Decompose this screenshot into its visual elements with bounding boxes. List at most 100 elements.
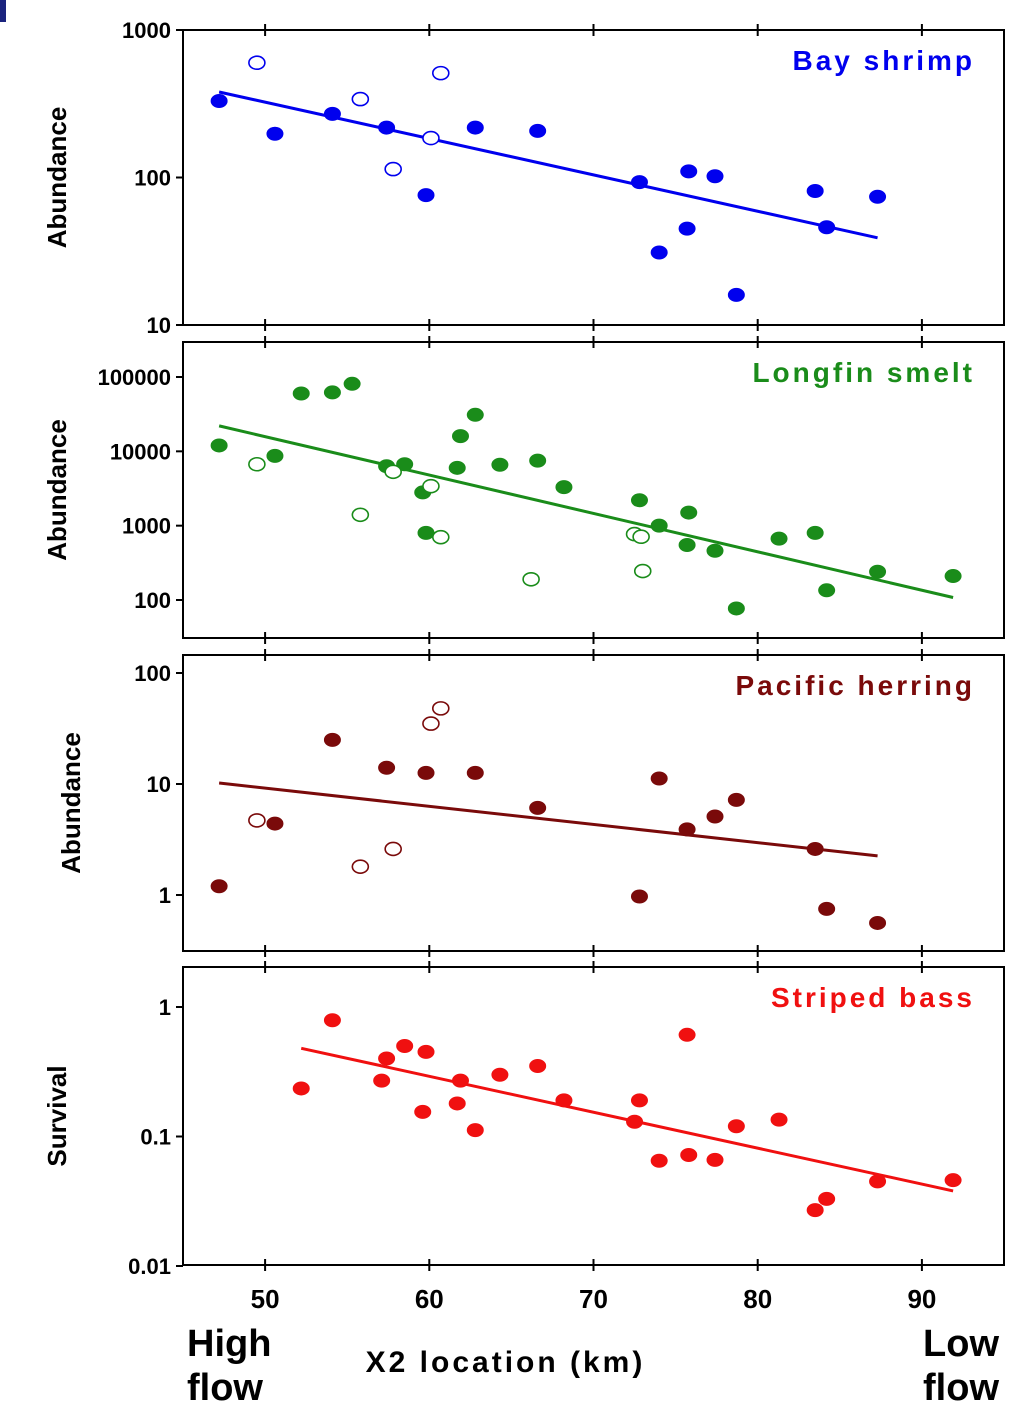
striped-bass-title: Striped bass: [771, 982, 975, 1013]
corner-mark: [0, 0, 6, 22]
longfin-smelt-open-point: [422, 478, 440, 494]
bay-shrimp-filled-point: [210, 94, 228, 109]
striped-bass-y-tick-label: 0.01: [128, 1254, 171, 1279]
bay-shrimp-filled-point: [323, 106, 341, 121]
striped-bass-filled-point: [680, 1147, 698, 1162]
striped-bass-filled-point: [323, 1013, 341, 1028]
low-flow-note-line1: Low: [923, 1323, 999, 1365]
pacific-herring-filled-point: [323, 732, 341, 747]
bay-shrimp-open-point: [248, 55, 266, 71]
bay-shrimp-y-tick-label: 100: [134, 166, 171, 191]
pacific-herring-filled-point: [818, 901, 836, 916]
longfin-smelt-y-tick-label: 100: [134, 588, 171, 613]
longfin-smelt-filled-point: [529, 453, 547, 468]
striped-bass-filled-point: [396, 1038, 414, 1053]
bay-shrimp-title: Bay shrimp: [793, 45, 976, 76]
bay-shrimp-filled-point: [806, 183, 824, 198]
longfin-smelt-filled-point: [343, 376, 361, 391]
bay-shrimp-panel: 1000 100 10 Abundance Bay shrimp: [42, 18, 1005, 338]
longfin-smelt-filled-point: [417, 525, 435, 540]
longfin-smelt-open-point: [248, 456, 266, 472]
bay-shrimp-filled-point: [266, 126, 284, 141]
striped-bass-filled-point: [417, 1044, 435, 1059]
pacific-herring-filled-point: [869, 915, 887, 930]
striped-bass-filled-point: [650, 1153, 668, 1168]
pacific-herring-y-tick-label: 100: [134, 661, 171, 686]
x-tick-label: 60: [415, 1284, 444, 1314]
longfin-smelt-title: Longfin smelt: [752, 357, 975, 388]
striped-bass-filled-point: [944, 1173, 962, 1188]
bay-shrimp-filled-point: [706, 169, 724, 184]
x-tick-label: 90: [907, 1284, 936, 1314]
striped-bass-filled-point: [806, 1203, 824, 1218]
pacific-herring-open-point: [384, 841, 402, 857]
longfin-smelt-y-tick-label: 1000: [122, 514, 171, 539]
longfin-smelt-filled-point: [630, 493, 648, 508]
longfin-smelt-filled-point: [678, 537, 696, 552]
bay-shrimp-open-point: [351, 91, 370, 107]
x-axis-title: X2 location (km): [365, 1346, 646, 1379]
striped-bass-panel: 1 0.1 0.01 Survival Striped bass: [42, 961, 1005, 1279]
longfin-smelt-filled-point: [818, 583, 836, 598]
pacific-herring-open-point: [422, 716, 440, 731]
striped-bass-filled-point: [451, 1073, 469, 1088]
striped-bass-filled-point: [678, 1027, 696, 1042]
striped-bass-y-axis-label: Survival: [42, 1065, 72, 1166]
striped-bass-filled-point: [727, 1119, 745, 1134]
longfin-smelt-filled-point: [555, 480, 573, 495]
pacific-herring-open-point: [248, 813, 266, 828]
striped-bass-filled-point: [529, 1059, 547, 1074]
pacific-herring-filled-point: [266, 816, 284, 831]
longfin-smelt-filled-point: [396, 457, 414, 472]
striped-bass-filled-point: [448, 1096, 466, 1111]
pacific-herring-filled-point: [529, 800, 547, 815]
longfin-smelt-y-tick-label: 10000: [110, 439, 171, 464]
longfin-smelt-filled-point: [680, 505, 698, 520]
longfin-smelt-open-point: [351, 507, 370, 523]
bay-shrimp-open-point: [422, 130, 440, 146]
pacific-herring-open-point: [431, 701, 450, 716]
longfin-smelt-open-point: [632, 529, 650, 545]
low-flow-note-line2: flow: [923, 1367, 999, 1409]
longfin-smelt-filled-point: [210, 438, 228, 453]
bay-shrimp-filled-point: [650, 245, 668, 260]
bay-shrimp-trend-line: [218, 90, 878, 240]
pacific-herring-y-tick-label: 1: [159, 883, 171, 908]
bay-shrimp-filled-point: [529, 123, 547, 138]
longfin-smelt-panel: 100000 10000 1000 100 Abundance Longfin smelt: [42, 336, 1005, 644]
striped-bass-filled-point: [818, 1191, 836, 1206]
longfin-smelt-filled-point: [448, 460, 466, 475]
longfin-smelt-open-point: [384, 464, 402, 480]
striped-bass-filled-point: [491, 1067, 509, 1082]
bay-shrimp-y-axis-label: Abundance: [42, 107, 72, 249]
bay-shrimp-filled-point: [630, 175, 648, 190]
pacific-herring-filled-point: [417, 765, 435, 780]
striped-bass-filled-point: [770, 1112, 788, 1127]
pacific-herring-filled-point: [378, 760, 396, 775]
longfin-smelt-open-point: [431, 529, 450, 545]
longfin-smelt-trend-line: [218, 424, 954, 599]
high-flow-note-line1: High: [187, 1323, 272, 1365]
longfin-smelt-filled-point: [266, 448, 284, 463]
pacific-herring-filled-point: [806, 841, 824, 856]
bay-shrimp-filled-point: [466, 120, 484, 135]
striped-bass-filled-point: [378, 1051, 396, 1066]
longfin-smelt-filled-point: [869, 564, 887, 579]
pacific-herring-open-point: [351, 859, 370, 874]
striped-bass-filled-point: [292, 1081, 310, 1096]
striped-bass-filled-point: [555, 1093, 573, 1108]
longfin-smelt-y-tick-label: 100000: [98, 365, 171, 390]
striped-bass-y-tick-label: 1: [159, 995, 171, 1020]
longfin-smelt-filled-point: [650, 518, 668, 533]
striped-bass-filled-point: [466, 1123, 484, 1138]
bay-shrimp-filled-point: [727, 287, 745, 302]
bay-shrimp-filled-point: [818, 220, 836, 235]
pacific-herring-filled-point: [630, 889, 648, 904]
pacific-herring-filled-point: [650, 771, 668, 786]
longfin-smelt-filled-point: [292, 386, 310, 401]
longfin-smelt-filled-point: [323, 385, 341, 400]
bay-shrimp-filled-point: [678, 221, 696, 236]
pacific-herring-title: Pacific herring: [735, 670, 975, 701]
